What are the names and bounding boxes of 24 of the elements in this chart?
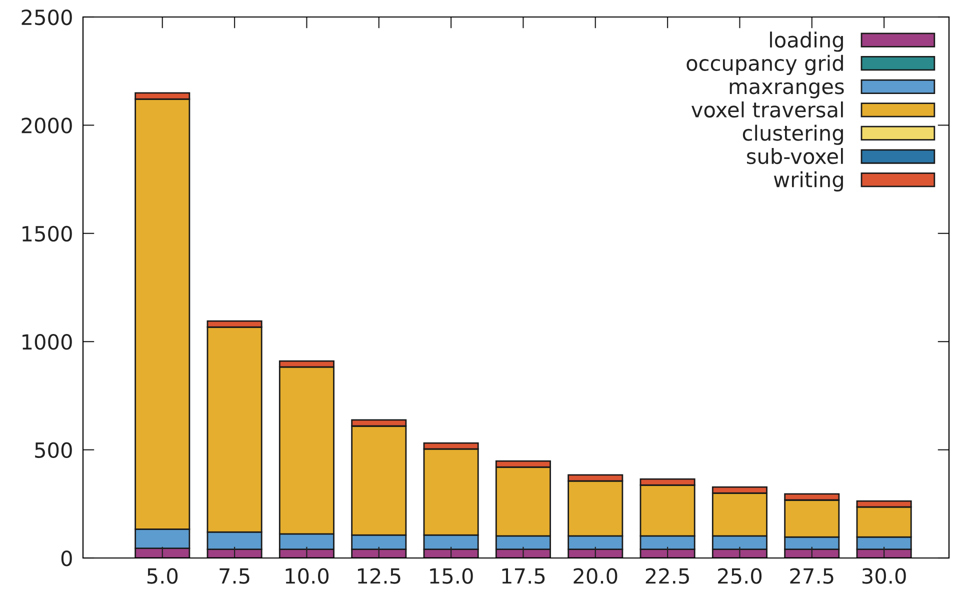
x-tick-label: 12.5 xyxy=(358,568,400,584)
legend-label: sub-voxel xyxy=(747,148,843,164)
y-tick-label: 0 xyxy=(61,550,72,566)
legend-label: loading xyxy=(770,32,843,52)
y-tick-label: 500 xyxy=(35,442,72,458)
x-tick-label: 30.0 xyxy=(862,568,906,584)
legend-label: clustering xyxy=(742,124,843,145)
x-tick-label: 5.0 xyxy=(147,568,178,584)
y-tick-label: 1500 xyxy=(22,226,72,242)
x-tick-label: 22.5 xyxy=(646,568,689,584)
y-tick-label: 2000 xyxy=(22,118,72,134)
legend-label: occupancy grid xyxy=(686,54,843,76)
x-tick-label: 27.5 xyxy=(790,568,834,584)
x-tick-label: 15.0 xyxy=(430,568,473,584)
legend-label: voxel traversal xyxy=(692,101,843,118)
x-tick-label: 17.5 xyxy=(502,568,545,584)
y-tick-label: 2500 xyxy=(22,9,72,26)
legend-label: maxranges xyxy=(730,82,844,98)
x-tick-label: 10.0 xyxy=(286,568,329,584)
y-tick-label: 1000 xyxy=(22,334,72,350)
legend-label: writing xyxy=(774,171,843,192)
x-tick-label: 25.0 xyxy=(718,568,762,584)
x-tick-label: 7.5 xyxy=(220,568,250,584)
x-tick-label: 20.0 xyxy=(574,568,618,584)
